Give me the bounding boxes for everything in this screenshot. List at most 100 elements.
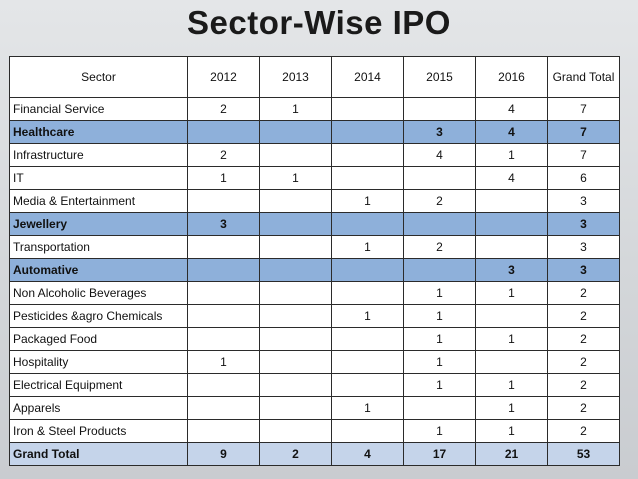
header-2015: 2015 — [403, 56, 476, 98]
value-2015-cell — [403, 212, 476, 236]
sector-cell: Media & Entertainment — [9, 189, 188, 213]
grand-total-cell: 3 — [547, 235, 620, 259]
value-2015-cell: 1 — [403, 350, 476, 374]
value-2016-cell — [475, 304, 548, 328]
value-2013-cell — [259, 350, 332, 374]
value-2012-cell — [187, 327, 260, 351]
value-2014-cell — [331, 166, 404, 190]
grand-total-cell: 2 — [547, 350, 620, 374]
value-2016-cell: 3 — [475, 258, 548, 282]
sector-cell: Financial Service — [9, 97, 188, 121]
grand-total-sector-cell: Grand Total — [9, 442, 188, 466]
table-row: IT 1 1 4 6 — [9, 166, 620, 190]
value-2014-cell: 1 — [331, 189, 404, 213]
value-2014-cell — [331, 350, 404, 374]
value-2012-cell — [187, 419, 260, 443]
value-2015-cell: 4 — [403, 143, 476, 167]
sector-cell: Non Alcoholic Beverages — [9, 281, 188, 305]
value-2013-cell — [259, 281, 332, 305]
value-2015-cell: 3 — [403, 120, 476, 144]
value-2016-cell: 1 — [475, 373, 548, 397]
value-2015-cell — [403, 166, 476, 190]
grand-total-grand-total-cell: 53 — [547, 442, 620, 466]
header-sector: Sector — [9, 56, 188, 98]
sector-cell: Packaged Food — [9, 327, 188, 351]
value-2014-cell — [331, 97, 404, 121]
value-2014-cell — [331, 212, 404, 236]
value-2013-cell — [259, 189, 332, 213]
grand-total-cell: 2 — [547, 419, 620, 443]
grand-total-cell: 7 — [547, 120, 620, 144]
value-2016-cell — [475, 350, 548, 374]
table-row: Electrical Equipment 1 1 2 — [9, 373, 620, 397]
table-header-row: Sector 2012 2013 2014 2015 2016 Grand To… — [9, 56, 620, 98]
value-2016-cell — [475, 212, 548, 236]
value-2013-cell — [259, 419, 332, 443]
value-2013-cell — [259, 327, 332, 351]
value-2013-cell — [259, 258, 332, 282]
value-2012-cell: 2 — [187, 143, 260, 167]
value-2015-cell: 1 — [403, 304, 476, 328]
value-2016-cell: 1 — [475, 281, 548, 305]
header-grand-total: Grand Total — [547, 56, 620, 98]
value-2015-cell: 1 — [403, 281, 476, 305]
header-2014: 2014 — [331, 56, 404, 98]
grand-total-cell: 6 — [547, 166, 620, 190]
table-row: Non Alcoholic Beverages 1 1 2 — [9, 281, 620, 305]
value-2012-cell — [187, 189, 260, 213]
grand-total-cell: 7 — [547, 97, 620, 121]
grand-total-cell: 2 — [547, 281, 620, 305]
value-2016-cell — [475, 189, 548, 213]
value-2015-cell: 1 — [403, 327, 476, 351]
value-2016-cell: 1 — [475, 327, 548, 351]
table-row: Media & Entertainment 1 2 3 — [9, 189, 620, 213]
grand-total-cell: 3 — [547, 189, 620, 213]
value-2014-cell — [331, 419, 404, 443]
sector-cell: Iron & Steel Products — [9, 419, 188, 443]
value-2014-cell — [331, 143, 404, 167]
value-2013-cell — [259, 120, 332, 144]
value-2012-cell: 3 — [187, 212, 260, 236]
sector-cell: Apparels — [9, 396, 188, 420]
header-2013: 2013 — [259, 56, 332, 98]
value-2013-cell: 1 — [259, 97, 332, 121]
sector-cell: Jewellery — [9, 212, 188, 236]
value-2014-cell — [331, 373, 404, 397]
value-2012-cell — [187, 373, 260, 397]
value-2015-cell: 2 — [403, 235, 476, 259]
value-2012-cell — [187, 235, 260, 259]
value-2012-cell: 1 — [187, 350, 260, 374]
value-2016-cell: 1 — [475, 143, 548, 167]
value-2014-cell: 1 — [331, 396, 404, 420]
value-2012-cell: 2 — [187, 97, 260, 121]
grand-total-value-2014-cell: 4 — [331, 442, 404, 466]
table-row: Infrastructure 2 4 1 7 — [9, 143, 620, 167]
table-row: Iron & Steel Products 1 1 2 — [9, 419, 620, 443]
grand-total-cell: 2 — [547, 304, 620, 328]
table-row: Packaged Food 1 1 2 — [9, 327, 620, 351]
value-2013-cell — [259, 212, 332, 236]
sector-cell: Infrastructure — [9, 143, 188, 167]
value-2015-cell — [403, 258, 476, 282]
header-2012: 2012 — [187, 56, 260, 98]
sector-cell: Pesticides &agro Chemicals — [9, 304, 188, 328]
value-2013-cell: 1 — [259, 166, 332, 190]
value-2014-cell — [331, 281, 404, 305]
value-2016-cell: 4 — [475, 120, 548, 144]
header-2016: 2016 — [475, 56, 548, 98]
sector-ipo-table: Sector 2012 2013 2014 2015 2016 Grand To… — [9, 56, 620, 466]
grand-total-value-2015-cell: 17 — [403, 442, 476, 466]
sector-cell: Transportation — [9, 235, 188, 259]
value-2014-cell: 1 — [331, 235, 404, 259]
value-2016-cell: 4 — [475, 166, 548, 190]
grand-total-cell: 7 — [547, 143, 620, 167]
value-2015-cell: 1 — [403, 373, 476, 397]
grand-total-value-2012-cell: 9 — [187, 442, 260, 466]
grand-total-cell: 2 — [547, 373, 620, 397]
value-2012-cell: 1 — [187, 166, 260, 190]
sector-cell: Automative — [9, 258, 188, 282]
value-2012-cell — [187, 281, 260, 305]
value-2013-cell — [259, 143, 332, 167]
value-2015-cell — [403, 396, 476, 420]
value-2016-cell — [475, 235, 548, 259]
